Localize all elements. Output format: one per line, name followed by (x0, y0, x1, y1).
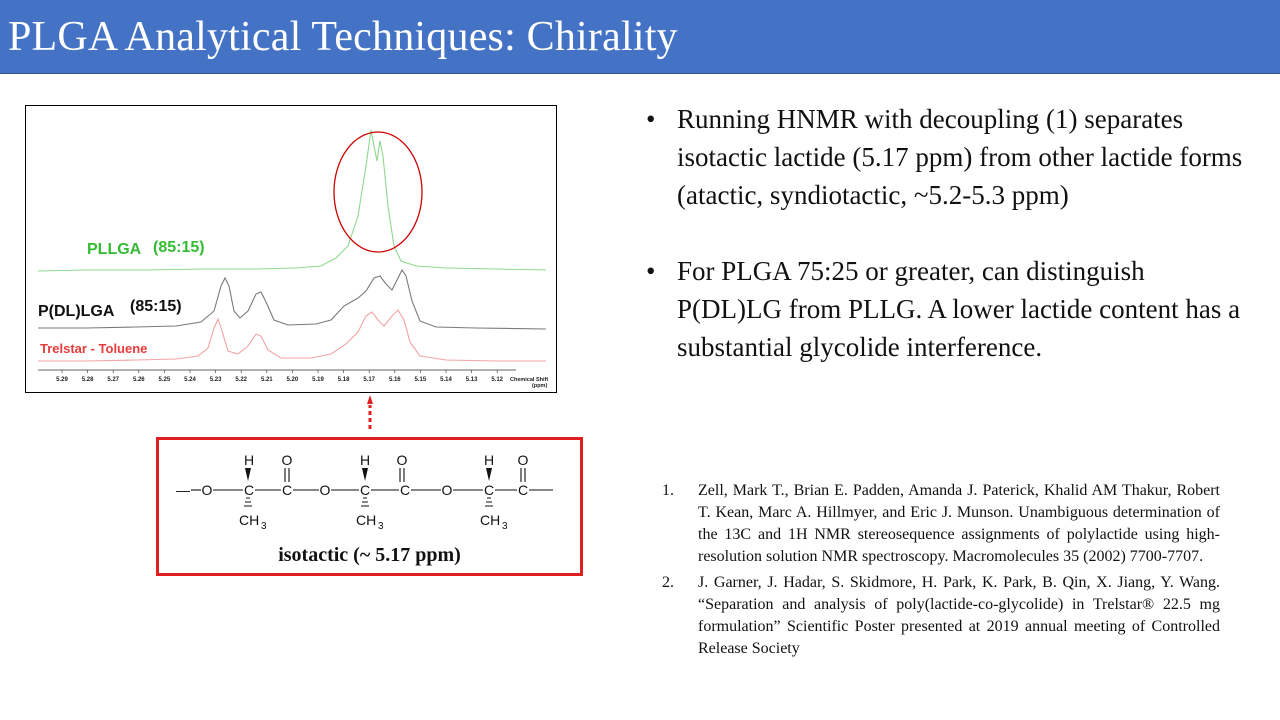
bullet-dot: • (646, 256, 656, 286)
reference-item: 2. J. Garner, J. Hadar, S. Skidmore, H. … (660, 572, 1220, 660)
slide-title: PLGA Analytical Techniques: Chirality (8, 14, 678, 60)
atom-o: O (397, 452, 408, 468)
x-tick-label: 5.22 (235, 377, 247, 383)
bullet-list: • Running HNMR with decoupling (1) separ… (640, 100, 1250, 404)
chain-dash: — (176, 482, 190, 498)
bullet-dot: • (646, 104, 656, 134)
x-tick-label: 5.14 (440, 377, 452, 383)
atom-o: O (442, 482, 453, 498)
reference-item: 1. Zell, Mark T., Brian E. Padden, Amand… (660, 480, 1220, 568)
atom-c: C (400, 482, 410, 498)
x-axis-ticks: 5.29 5.28 5.27 5.26 5.25 5.24 5.23 5.22 5.21 5.20… (56, 370, 504, 383)
x-tick-label: 5.15 (415, 377, 427, 383)
x-tick-label: 5.18 (338, 377, 350, 383)
pllga-label: PLLGA (87, 241, 142, 258)
x-tick-label: 5.29 (56, 377, 68, 383)
x-tick-label: 5.20 (287, 377, 299, 383)
x-tick-label: 5.28 (82, 377, 94, 383)
atom-ch3-subscript: 3 (502, 521, 508, 532)
nmr-spectrum-figure: PLLGA (85:15) P(DL)LGA (85:15) Trelstar … (25, 105, 557, 393)
axis-label-line2: (ppm) (532, 383, 547, 389)
atom-h: H (484, 452, 494, 468)
atom-o: O (202, 482, 213, 498)
trelstar-label: Trelstar - Toluene (40, 341, 147, 356)
atom-c: C (360, 482, 370, 498)
structure-caption: isotactic (~ 5.17 ppm) (278, 544, 461, 566)
title-bar: PLGA Analytical Techniques: Chirality (0, 0, 1280, 74)
bullet-text: For PLGA 75:25 or greater, can distingui… (677, 256, 1241, 362)
atom-o: O (320, 482, 331, 498)
atom-ch3-subscript: 3 (378, 521, 384, 532)
structure-svg: — O C H C O O C H C O O C H C O CH 3 CH … (176, 452, 553, 532)
pdllga-ratio-label: (85:15) (130, 298, 182, 315)
x-tick-label: 5.23 (210, 377, 222, 383)
reference-list: 1. Zell, Mark T., Brian E. Padden, Amand… (660, 480, 1220, 664)
reference-text: J. Garner, J. Hadar, S. Skidmore, H. Par… (698, 574, 1220, 657)
x-tick-label: 5.26 (133, 377, 145, 383)
x-tick-label: 5.25 (159, 377, 171, 383)
reference-number: 1. (662, 482, 674, 499)
x-tick-label: 5.13 (466, 377, 478, 383)
atom-ch3: CH (480, 512, 500, 528)
atom-ch3-subscript: 3 (261, 521, 267, 532)
axis-label-line1: Chemical Shift (510, 377, 548, 383)
atom-c: C (244, 482, 254, 498)
nmr-spectrum-svg: PLLGA (85:15) P(DL)LGA (85:15) Trelstar … (37, 129, 548, 389)
atom-c: C (518, 482, 528, 498)
x-tick-label: 5.21 (261, 377, 273, 383)
bullet-item: • Running HNMR with decoupling (1) separ… (640, 100, 1250, 214)
x-tick-label: 5.12 (491, 377, 503, 383)
atom-h: H (360, 452, 370, 468)
x-tick-label: 5.19 (312, 377, 324, 383)
atom-c: C (282, 482, 292, 498)
pllga-ratio-label: (85:15) (153, 239, 205, 256)
atom-o: O (282, 452, 293, 468)
pllga-trace (37, 129, 547, 272)
x-tick-label: 5.17 (363, 377, 375, 383)
dotted-arrow-icon (367, 395, 373, 429)
atom-c: C (484, 482, 494, 498)
x-tick-label: 5.27 (107, 377, 119, 383)
pdllga-label: P(DL)LGA (38, 303, 115, 320)
atom-ch3: CH (239, 512, 259, 528)
atom-ch3: CH (356, 512, 376, 528)
trelstar-trace (38, 309, 546, 362)
bullet-item: • For PLGA 75:25 or greater, can disting… (640, 252, 1250, 366)
reference-text: Zell, Mark T., Brian E. Padden, Amanda J… (698, 482, 1220, 565)
bullet-text: Running HNMR with decoupling (1) separat… (677, 104, 1243, 210)
reference-number: 2. (662, 574, 674, 591)
x-tick-label: 5.24 (184, 377, 196, 383)
x-tick-label: 5.16 (389, 377, 401, 383)
pdllga-trace (38, 268, 547, 330)
atom-h: H (244, 452, 254, 468)
atom-o: O (518, 452, 529, 468)
isotactic-highlight-ellipse (333, 131, 423, 253)
isotactic-structure-box: — O C H C O O C H C O O C H C O CH 3 CH … (156, 437, 583, 576)
